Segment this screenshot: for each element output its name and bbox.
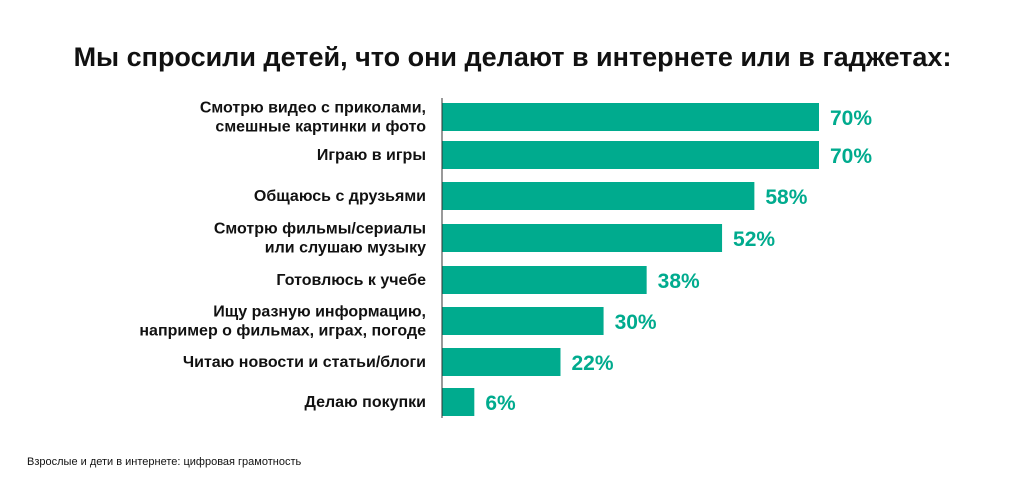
- category-label-4: Смотрю фильмы/сериалы или слушаю музыку: [214, 221, 426, 257]
- bar-3: [442, 182, 755, 210]
- category-label-1: Смотрю видео с приколами, смешные картинк…: [200, 100, 426, 136]
- category-label-3: Общаюсь с друзьями: [254, 188, 426, 205]
- category-label-6: Ищу разную информацию, например о фильмах…: [139, 304, 426, 340]
- value-label-7: 22%: [571, 352, 613, 375]
- bar-2: [442, 141, 819, 169]
- source-note: Взрослые и дети в интернете: цифровая гр…: [27, 456, 302, 468]
- value-label-3: 58%: [765, 186, 807, 209]
- value-label-4: 52%: [733, 228, 775, 251]
- category-label-2: Играю в игры: [317, 147, 426, 164]
- value-label-5: 38%: [658, 270, 700, 293]
- value-label-2: 70%: [830, 145, 872, 168]
- bar-5: [442, 266, 647, 294]
- category-label-8: Делаю покупки: [304, 394, 426, 411]
- value-label-8: 6%: [485, 392, 516, 415]
- bar-1: [442, 103, 819, 131]
- category-label-5: Готовлюсь к учебе: [276, 272, 426, 289]
- bar-8: [442, 388, 475, 416]
- bar-6: [442, 307, 604, 335]
- value-label-6: 30%: [615, 311, 657, 334]
- value-label-1: 70%: [830, 107, 872, 130]
- bar-4: [442, 224, 723, 252]
- category-label-7: Читаю новости и статьи/блоги: [183, 354, 426, 371]
- chart-title: Мы спросили детей, что они делают в инте…: [73, 42, 952, 72]
- bar-7: [442, 348, 561, 376]
